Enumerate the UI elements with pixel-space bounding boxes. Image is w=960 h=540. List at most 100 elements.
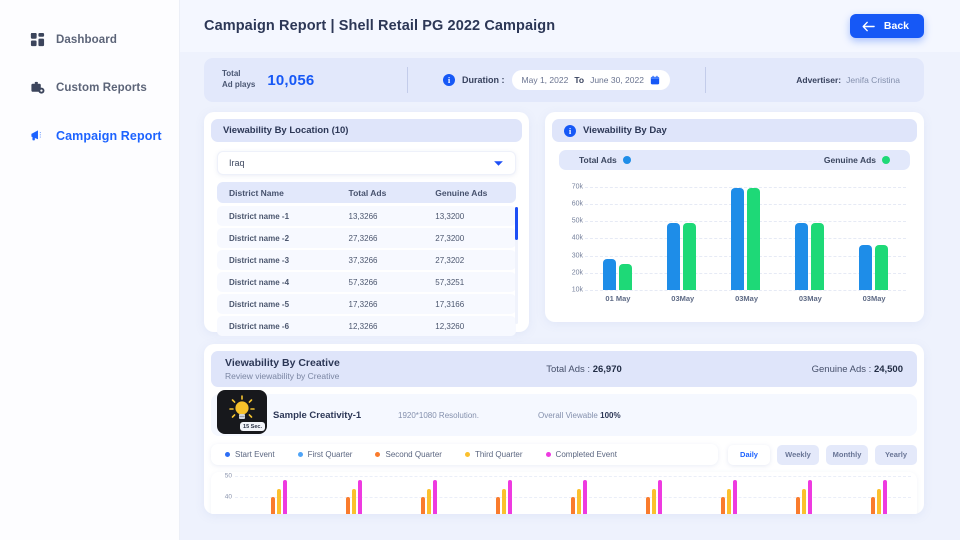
bar-group bbox=[484, 472, 512, 514]
bar-second-quarter[interactable] bbox=[270, 496, 275, 514]
bar-group bbox=[409, 472, 437, 514]
sidebar: Dashboard Custom Reports bbox=[0, 0, 180, 540]
bar-second-quarter[interactable] bbox=[646, 496, 651, 514]
creative-thumbnail[interactable]: 15 Sec. bbox=[217, 390, 267, 434]
bar-group bbox=[859, 472, 888, 514]
day-card-header: i Viewability By Day bbox=[552, 119, 917, 142]
bar-third-quarter[interactable] bbox=[652, 488, 657, 514]
bar-genuine-ads[interactable] bbox=[875, 245, 889, 290]
bar-group bbox=[259, 472, 287, 514]
bar-genuine-ads[interactable] bbox=[682, 222, 696, 290]
calendar-icon[interactable] bbox=[650, 75, 660, 85]
bar-total-ads[interactable] bbox=[602, 259, 616, 290]
summary-bar: Total Ad plays 10,056 i Duration : May 1… bbox=[204, 58, 924, 102]
gridline bbox=[585, 238, 906, 240]
day-chart-bars bbox=[585, 178, 906, 290]
arrow-left-icon bbox=[862, 21, 875, 32]
advertiser-group: Advertiser: Jenifa Cristina bbox=[706, 75, 906, 85]
bar-genuine-ads[interactable] bbox=[746, 188, 760, 290]
cell-total: 12,3266 bbox=[348, 321, 378, 331]
bar-group bbox=[709, 472, 738, 514]
cell-total: 27,3266 bbox=[348, 233, 378, 243]
bar-third-quarter[interactable] bbox=[727, 488, 732, 514]
cards-row: Viewability By Location (10) Iraq Distri… bbox=[204, 112, 924, 336]
creative-genuine-ads: Genuine Ads : 24,500 bbox=[693, 364, 903, 375]
creative-header-titles: Viewability By Creative Review viewabili… bbox=[225, 357, 475, 381]
creative-viewable: Overall Viewable 100% bbox=[538, 411, 678, 420]
bar-completed-event[interactable] bbox=[733, 480, 738, 514]
period-weekly-button[interactable]: Weekly bbox=[777, 444, 819, 465]
bar-genuine-ads[interactable] bbox=[811, 222, 825, 290]
bar-completed-event[interactable] bbox=[357, 480, 362, 514]
advertiser-name: Jenifa Cristina bbox=[846, 75, 900, 85]
table-row[interactable]: District name -3 37,3266 27,3202 bbox=[217, 250, 516, 270]
bar-second-quarter[interactable] bbox=[495, 496, 500, 514]
divider bbox=[407, 67, 408, 93]
table-scrollbar-thumb[interactable] bbox=[515, 207, 518, 240]
y-axis-tick: 40k bbox=[571, 234, 583, 242]
bar-completed-event[interactable] bbox=[658, 480, 663, 514]
cell-genuine: 27,3200 bbox=[435, 233, 465, 243]
cell-total: 13,3266 bbox=[348, 211, 378, 221]
table-row[interactable]: District name -4 57,3266 57,3251 bbox=[217, 272, 516, 292]
creative-card-header: Viewability By Creative Review viewabili… bbox=[211, 351, 917, 387]
bar-completed-event[interactable] bbox=[432, 480, 437, 514]
bar-second-quarter[interactable] bbox=[345, 496, 350, 514]
table-row[interactable]: District name -6 12,3266 12,3260 bbox=[217, 316, 516, 336]
table-scrollbar[interactable] bbox=[515, 207, 518, 324]
sidebar-item-campaign-report[interactable]: Campaign Report bbox=[0, 118, 179, 153]
legend-dot bbox=[375, 452, 381, 457]
creative-chart-bars bbox=[235, 472, 911, 514]
back-button[interactable]: Back bbox=[849, 14, 924, 38]
bar-second-quarter[interactable] bbox=[871, 496, 876, 514]
period-monthly-button[interactable]: Monthly bbox=[826, 444, 868, 465]
country-select[interactable]: Iraq bbox=[217, 151, 516, 175]
table-row[interactable]: District name -2 27,3266 27,3200 bbox=[217, 228, 516, 248]
bar-third-quarter[interactable] bbox=[426, 488, 431, 514]
cell-total: 17,3266 bbox=[348, 299, 378, 309]
bar-second-quarter[interactable] bbox=[721, 496, 726, 514]
creative-name: Sample Creativity-1 bbox=[273, 409, 362, 421]
bar-third-quarter[interactable] bbox=[501, 488, 506, 514]
bar-completed-event[interactable] bbox=[282, 480, 287, 514]
bar-total-ads[interactable] bbox=[730, 188, 744, 290]
creative-genuine-ads-value: 24,500 bbox=[873, 363, 903, 375]
bar-total-ads[interactable] bbox=[859, 245, 873, 290]
bar-third-quarter[interactable] bbox=[802, 488, 807, 514]
bar-genuine-ads[interactable] bbox=[618, 264, 632, 290]
bar-second-quarter[interactable] bbox=[570, 496, 575, 514]
period-yearly-button[interactable]: Yearly bbox=[875, 444, 917, 465]
bar-completed-event[interactable] bbox=[507, 480, 512, 514]
bar-completed-event[interactable] bbox=[883, 480, 888, 514]
legend-label: Second Quarter bbox=[385, 450, 442, 459]
table-row[interactable]: District name -1 13,3266 13,3200 bbox=[217, 206, 516, 226]
bar-second-quarter[interactable] bbox=[796, 496, 801, 514]
cell-genuine: 27,3202 bbox=[435, 255, 465, 265]
cell-total: 57,3266 bbox=[348, 277, 378, 287]
duration-range-picker[interactable]: May 1, 2022 To June 30, 2022 bbox=[511, 70, 670, 90]
bar-group bbox=[334, 472, 362, 514]
bar-third-quarter[interactable] bbox=[576, 488, 581, 514]
sidebar-item-custom-reports[interactable]: Custom Reports bbox=[0, 70, 179, 105]
sidebar-item-dashboard[interactable]: Dashboard bbox=[0, 22, 179, 57]
bar-third-quarter[interactable] bbox=[877, 488, 882, 514]
bar-group bbox=[784, 472, 813, 514]
cell-district: District name -4 bbox=[229, 277, 290, 287]
bar-total-ads[interactable] bbox=[666, 222, 680, 290]
bar-third-quarter[interactable] bbox=[276, 488, 281, 514]
bar-third-quarter[interactable] bbox=[351, 488, 356, 514]
period-daily-button[interactable]: Daily bbox=[728, 444, 770, 465]
bar-completed-event[interactable] bbox=[808, 480, 813, 514]
viewability-by-location-card: Viewability By Location (10) Iraq Distri… bbox=[204, 112, 529, 336]
bar-total-ads[interactable] bbox=[795, 222, 809, 290]
bar-completed-event[interactable] bbox=[582, 480, 587, 514]
column-header-total-ads: Total Ads bbox=[348, 187, 387, 198]
period-toggle-group[interactable]: Daily Weekly Monthly Yearly bbox=[728, 444, 917, 465]
creative-list-item[interactable]: 15 Sec. Sample Creativity-1 1920*1080 Re… bbox=[211, 390, 917, 436]
x-axis-label: 03May bbox=[671, 294, 695, 303]
legend-label: Third Quarter bbox=[474, 450, 523, 459]
bar-second-quarter[interactable] bbox=[420, 496, 425, 514]
table-row[interactable]: District name -5 17,3266 17,3166 bbox=[217, 294, 516, 314]
table-body[interactable]: District name -1 13,3266 13,3200 Distric… bbox=[217, 206, 516, 336]
gridline bbox=[585, 272, 906, 274]
